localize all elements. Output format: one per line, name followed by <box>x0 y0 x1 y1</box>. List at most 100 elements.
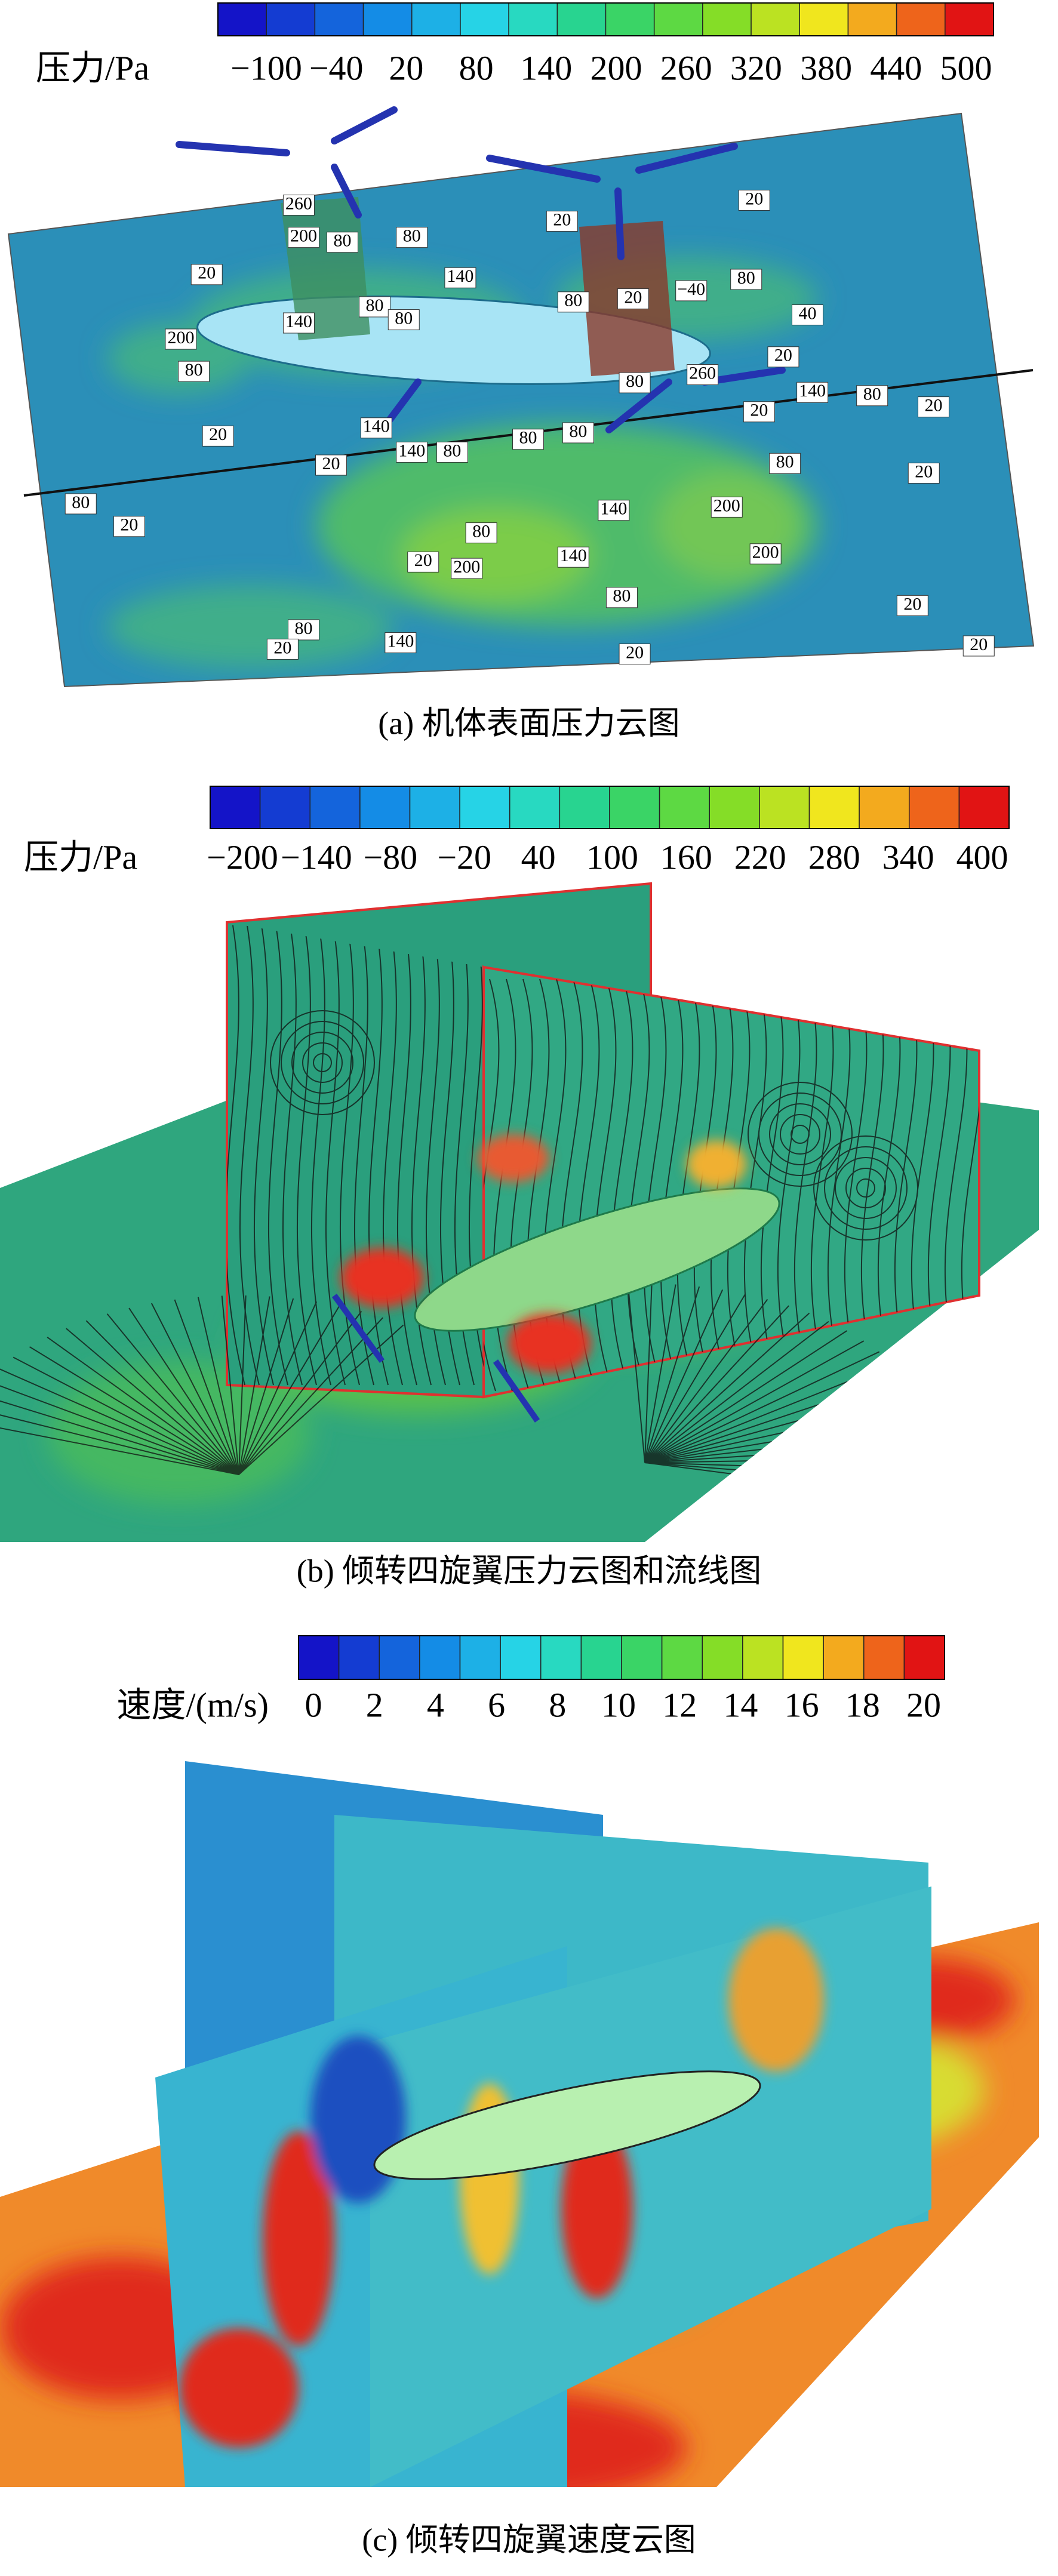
contour-label: 80 <box>366 296 384 315</box>
colorbar-swatch <box>859 786 910 829</box>
colorbar-tick-label: −140 <box>281 838 352 876</box>
colorbar-swatch <box>742 1635 784 1680</box>
colorbar-swatch <box>259 786 310 829</box>
contour-label: 20 <box>414 550 432 570</box>
contour-label-box <box>436 441 468 463</box>
streamline <box>396 925 417 1386</box>
streamline <box>610 978 633 1392</box>
caption: (a) 机体表面压力云图 <box>378 705 679 741</box>
vortex <box>270 1010 375 1115</box>
contour-label-box <box>385 632 417 654</box>
colorbar-swatch <box>782 1635 824 1680</box>
contour-label: 20 <box>198 263 216 283</box>
contour-label: 260 <box>689 363 716 383</box>
colorbar-swatch <box>653 2 703 36</box>
streamline <box>0 1380 239 1475</box>
streamline <box>282 925 303 1386</box>
contour-label-box <box>767 346 799 368</box>
contour-label: 80 <box>737 268 755 288</box>
contour-label: 80 <box>564 291 582 310</box>
streamline <box>238 1298 294 1475</box>
colorbar-swatch <box>702 2 752 36</box>
contour-label: 140 <box>398 441 425 460</box>
colorbar-swatch <box>605 2 655 36</box>
contour-label: 80 <box>472 522 490 541</box>
colorbar-tick-label: 4 <box>427 1685 444 1724</box>
streamline <box>368 925 389 1386</box>
vortex <box>791 1125 810 1144</box>
streamline <box>644 1284 653 1463</box>
streamline <box>325 925 346 1386</box>
contour-label-box <box>546 211 578 232</box>
colorbar-swatch <box>509 786 561 829</box>
contour-label-box <box>465 522 497 544</box>
colorbar-tick-label: −200 <box>207 838 278 876</box>
contour-label: 80 <box>863 384 881 404</box>
colorbar-swatch <box>411 2 461 36</box>
contour-label-box <box>326 232 358 253</box>
panel-a: −100 −40 20 80 140 200 260 320 380 440 500 压力/Pa 2… <box>7 2 1035 741</box>
vortex <box>758 1092 842 1176</box>
colorbar-swatch <box>419 1635 461 1680</box>
colorbar-swatch <box>217 2 267 36</box>
colorbar-swatch <box>621 1635 663 1680</box>
contour-label-box <box>557 291 589 313</box>
contour-label: 80 <box>776 452 794 472</box>
contour-label: 20 <box>322 454 340 473</box>
colorbar-swatch <box>409 786 460 829</box>
contour-label: 20 <box>924 396 942 416</box>
colorbar-swatch <box>580 1635 622 1680</box>
streamline <box>239 925 260 1386</box>
caption: (c) 倾转四旋翼速度云图 <box>362 2522 696 2557</box>
streamline <box>411 925 432 1386</box>
streamline <box>760 978 784 1392</box>
streamline <box>197 1297 239 1475</box>
colorbar-tick-label: 320 <box>730 48 782 87</box>
streamline <box>296 925 317 1386</box>
aircraft <box>373 2070 761 2180</box>
colorbar-tick-label: −100 <box>230 48 302 87</box>
contour-label-box <box>796 381 829 403</box>
colorbar-tick-label: 16 <box>785 1685 819 1724</box>
colorbar-tick-label: 18 <box>845 1685 880 1724</box>
streamline <box>743 978 767 1392</box>
colorbar-swatch <box>799 2 849 36</box>
streamline <box>644 1289 724 1463</box>
streamline <box>238 1301 318 1475</box>
contour-label: 20 <box>624 287 642 307</box>
contour-label-box <box>512 429 545 450</box>
colorbar-frame <box>298 1635 945 1680</box>
streamline <box>0 1405 239 1475</box>
colorbar-swatch <box>459 786 510 829</box>
colorbar-swatch <box>338 1635 380 1680</box>
colorbar-tick-label: 12 <box>662 1685 697 1724</box>
streamline <box>827 978 851 1392</box>
colorbar-frame <box>217 2 994 36</box>
streamline <box>810 978 834 1392</box>
colorbar-swatch <box>661 1635 703 1680</box>
streamline <box>627 1284 645 1463</box>
colorbar-swatch <box>896 2 946 36</box>
contour-label-box <box>908 463 940 484</box>
streamline <box>174 1299 239 1475</box>
colorbar-swatch <box>460 2 509 36</box>
contour-label-box <box>730 269 762 290</box>
contour-label: 20 <box>970 635 988 654</box>
contour-label: −40 <box>677 279 705 299</box>
colorbar-swatch <box>909 786 960 829</box>
contour-label: 20 <box>120 515 138 535</box>
contour-label-box <box>190 264 223 285</box>
colorbar-swatch <box>903 1635 945 1680</box>
vortex <box>845 1168 886 1208</box>
colorbar-swatch <box>847 2 897 36</box>
vortex <box>281 1021 364 1104</box>
contour-label: 140 <box>600 499 627 519</box>
rotor-blades <box>176 106 786 433</box>
contour-label-box <box>387 309 420 331</box>
contour-label-box <box>282 195 315 216</box>
streamline <box>238 1317 383 1475</box>
streamline <box>353 925 374 1386</box>
colorbar-swatch <box>759 786 810 829</box>
contour-label-box <box>396 441 428 463</box>
